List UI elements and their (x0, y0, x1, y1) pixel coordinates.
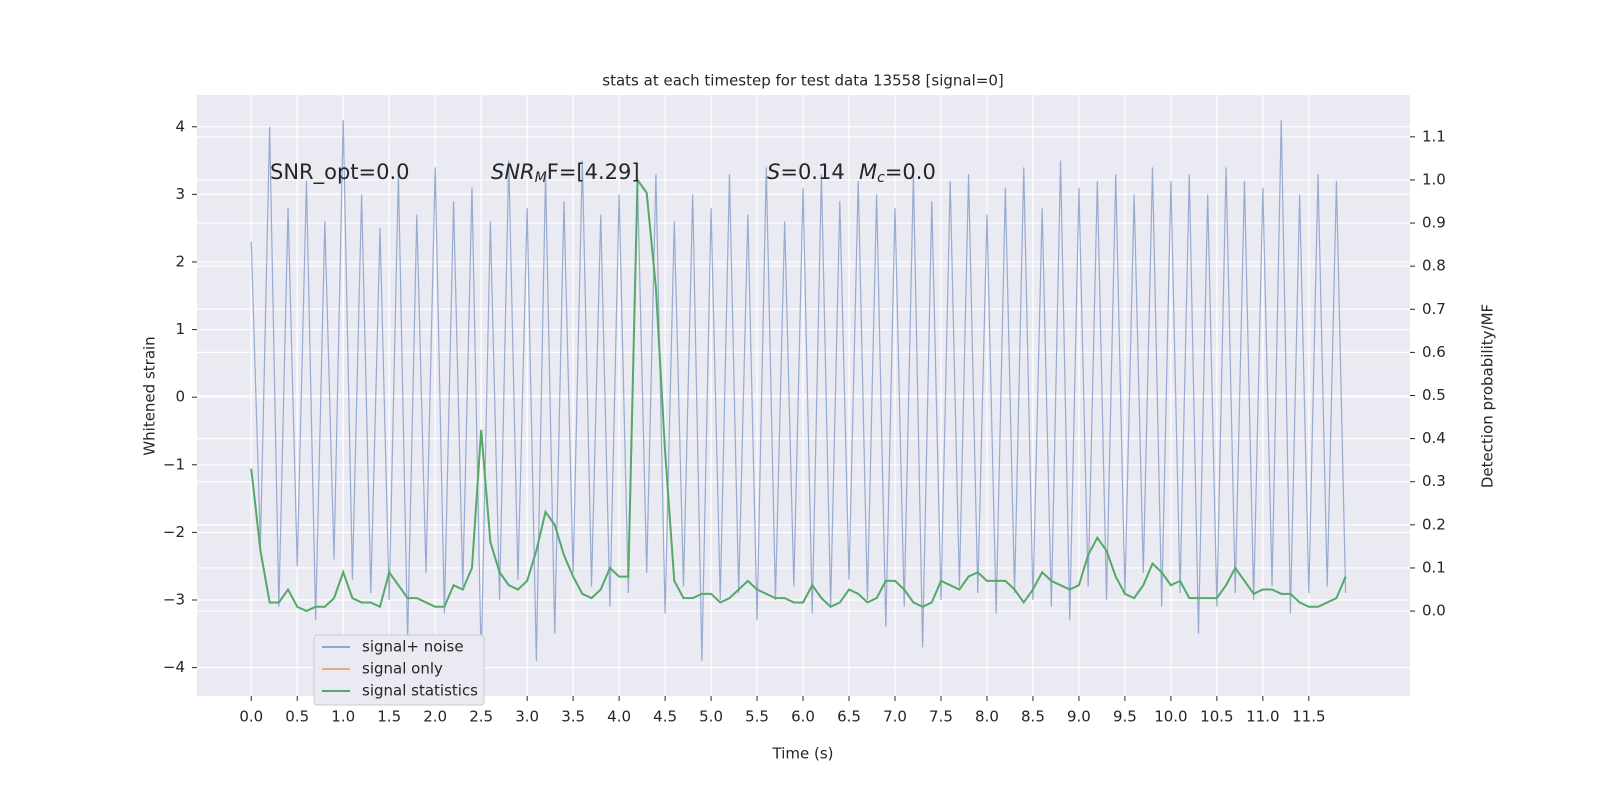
legend-label: signal+ noise (362, 638, 464, 656)
y-tick-label: 1 (175, 320, 185, 338)
x-axis-label: Time (s) (772, 745, 834, 763)
y2-tick-label: 1.1 (1422, 127, 1446, 145)
annotation-part: =0.0 (885, 160, 936, 184)
y2-tick-label: 1.0 (1422, 170, 1446, 188)
x-tick-label: 1.5 (377, 708, 401, 726)
y2-tick-label: 0.8 (1422, 257, 1446, 275)
y-tick-label: 2 (175, 252, 185, 270)
series-line (250, 176, 1347, 613)
x-tick-label: 5.5 (745, 708, 769, 726)
legend: signal+ noise signal only signal statistic… (313, 634, 485, 706)
y2-tick-label: 0.7 (1422, 300, 1446, 318)
y2-tick-label: 0.5 (1422, 386, 1446, 404)
y-tick-label: 3 (175, 185, 185, 203)
y-tick-label: −1 (163, 455, 185, 473)
annotation-part: S (767, 160, 780, 184)
x-tick-label: 10.0 (1154, 708, 1187, 726)
x-tick-label: 11.5 (1292, 708, 1325, 726)
y2-tick-label: 0.1 (1422, 558, 1446, 576)
x-tick-label: 6.0 (791, 708, 815, 726)
annotation-part: SNR (491, 160, 535, 184)
x-tick-label: 7.0 (883, 708, 907, 726)
y-tick-label: 0 (175, 388, 185, 406)
x-tick-label: 5.0 (699, 708, 723, 726)
x-tick-label: 8.5 (1021, 708, 1045, 726)
series-line (250, 119, 1347, 661)
x-tick-label: 0.0 (239, 708, 263, 726)
y-tick-label: −3 (163, 591, 185, 609)
x-tick-label: 2.0 (423, 708, 447, 726)
y2-tick-label: 0.9 (1422, 214, 1446, 232)
x-tick-label: 1.0 (331, 708, 355, 726)
x-tick-label: 2.5 (469, 708, 493, 726)
x-tick-label: 11.0 (1246, 708, 1279, 726)
y-tick-label: −4 (163, 658, 185, 676)
x-tick-label: 7.5 (929, 708, 953, 726)
y2-tick-label: 0.3 (1422, 472, 1446, 490)
annotation: Mc=0.0 (859, 160, 936, 186)
y-axis-label: Whitened strain (141, 336, 159, 455)
legend-box (313, 634, 485, 706)
x-tick-label: 4.0 (607, 708, 631, 726)
annotation-part: M (535, 170, 547, 186)
legend-label: signal statistics (362, 682, 478, 700)
legend-label: signal only (362, 660, 443, 678)
x-tick-label: 0.5 (285, 708, 309, 726)
annotation: S=0.14 (767, 160, 845, 184)
x-tick-label: 6.5 (837, 708, 861, 726)
y-tick-label: 4 (175, 117, 185, 135)
x-tick-label: 3.0 (515, 708, 539, 726)
annotation-part: =0.14 (780, 160, 844, 184)
annotation-part: F=[4.29] (547, 160, 640, 184)
y2-axis-label: Detection probability/MF (1479, 304, 1497, 488)
y2-tick-label: 0.6 (1422, 343, 1446, 361)
x-tick-label: 8.0 (975, 708, 999, 726)
annotation: SNRMF=[4.29] (491, 160, 640, 186)
x-tick-label: 9.0 (1067, 708, 1091, 726)
x-tick-label: 10.5 (1200, 708, 1233, 726)
y-tick-label: −2 (163, 523, 185, 541)
annotation-part: c (877, 170, 885, 186)
y2-tick-label: 0.0 (1422, 602, 1446, 620)
annotation-part: M (859, 160, 877, 184)
x-tick-label: 3.5 (561, 708, 585, 726)
x-tick-label: 4.5 (653, 708, 677, 726)
x-tick-label: 9.5 (1113, 708, 1137, 726)
y2-tick-label: 0.4 (1422, 429, 1446, 447)
chart-title: stats at each timestep for test data 135… (602, 72, 1003, 90)
annotation: SNR_opt=0.0 (270, 160, 410, 185)
y2-tick-label: 0.2 (1422, 515, 1446, 533)
annotation-part: SNR_opt=0.0 (270, 160, 410, 185)
